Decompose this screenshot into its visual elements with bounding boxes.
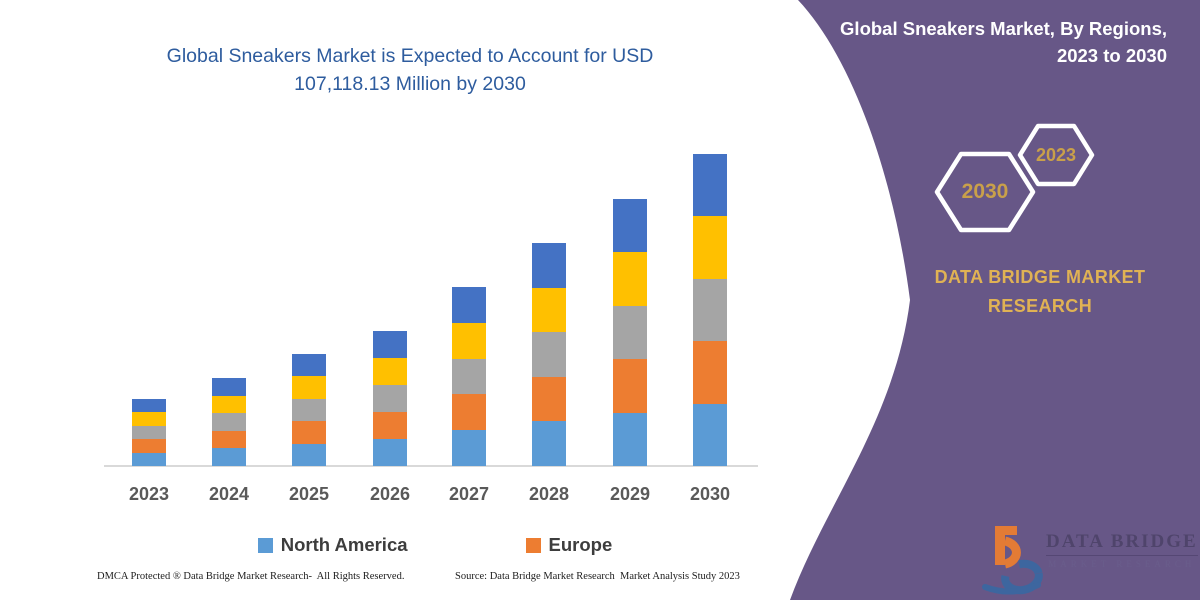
x-axis-line [104, 465, 758, 467]
logo-swoosh-tail [982, 582, 1041, 595]
bar-2026 [373, 331, 407, 466]
chart-title: Global Sneakers Market is Expected to Ac… [95, 42, 725, 98]
hexagon-2023-outline [1017, 123, 1095, 187]
bar-segment-unlabeled-gray- [452, 358, 486, 395]
bar-segment-unlabeled-dark-blue- [373, 331, 407, 358]
brand-line2: RESEARCH [987, 296, 1093, 316]
bar-segment-unlabeled-yellow- [613, 252, 647, 306]
bar-segment-unlabeled-yellow- [292, 376, 326, 399]
bar-segment-europe [532, 376, 566, 422]
bar-segment-europe [292, 421, 326, 444]
legend-swatch [525, 537, 541, 553]
x-axis-label-2027: 2027 [448, 484, 490, 504]
bar-segment-north-america [212, 448, 246, 466]
x-axis-label-2026: 2026 [369, 484, 411, 504]
chart-title-line1: Global Sneakers Market is Expected to Ac… [166, 45, 654, 67]
x-axis-label-2023: 2023 [128, 484, 170, 504]
bar-segment-europe [212, 430, 246, 449]
bar-2023 [132, 399, 166, 466]
bar-segment-unlabeled-dark-blue- [292, 354, 326, 377]
data-bridge-logo-mark [982, 526, 1043, 595]
panel-title-line1: Global Sneakers Market, By Regions, [840, 18, 1167, 39]
panel-title: Global Sneakers Market, By Regions, 2023… [747, 15, 1167, 69]
bar-segment-unlabeled-dark-blue- [693, 154, 727, 217]
bar-segment-unlabeled-gray- [132, 425, 166, 440]
bar-segment-unlabeled-yellow- [452, 322, 486, 359]
bar-segment-north-america [292, 443, 326, 466]
bar-segment-unlabeled-dark-blue- [132, 399, 166, 413]
bar-segment-europe [613, 359, 647, 413]
bar-segment-europe [693, 341, 727, 404]
logo-b-bowl [1003, 536, 1021, 569]
x-axis-label-2025: 2025 [288, 484, 330, 504]
logo-b-stem [995, 526, 1005, 565]
x-axis-label-2028: 2028 [528, 484, 570, 504]
hexagon-2023-label: 2023 [1035, 145, 1077, 165]
bar-segment-unlabeled-dark-blue- [212, 378, 246, 396]
bar-segment-europe [373, 412, 407, 439]
bar-segment-unlabeled-yellow- [693, 216, 727, 279]
x-axis-label-2030: 2030 [689, 484, 731, 504]
bar-segment-north-america [452, 430, 486, 466]
legend-item-europe: Europe [525, 534, 613, 556]
x-axis-label-2029: 2029 [609, 484, 651, 504]
bar-2030 [693, 154, 727, 466]
bar-segment-unlabeled-dark-blue- [613, 199, 647, 253]
bar-2029 [613, 199, 647, 466]
bar-segment-north-america [132, 452, 166, 466]
source-footer-text: Source: Data Bridge Market Research Mark… [455, 571, 740, 582]
legend-item-north-america: North America [257, 534, 408, 556]
bar-segment-unlabeled-yellow- [132, 412, 166, 426]
bar-segment-unlabeled-yellow- [532, 287, 566, 333]
bar-segment-unlabeled-gray- [532, 332, 566, 377]
bar-segment-europe [452, 394, 486, 431]
bar-segment-unlabeled-gray- [613, 305, 647, 360]
bar-segment-unlabeled-gray- [693, 278, 727, 342]
logo-name: DATA BRIDGE [1046, 531, 1198, 556]
bar-2024 [212, 378, 246, 466]
chart-title-line2: 107,118.13 Million by 2030 [294, 73, 526, 95]
bar-2027 [452, 287, 486, 466]
purple-panel-shape [790, 0, 1200, 600]
bar-segment-unlabeled-dark-blue- [532, 243, 566, 288]
bar-2025 [292, 354, 326, 466]
bar-segment-unlabeled-gray- [373, 385, 407, 412]
bar-segment-north-america [373, 439, 407, 466]
bar-2028 [532, 243, 566, 466]
hexagon-2030-outline [934, 151, 1036, 233]
logo-text-block: DATA BRIDGE MARKET RESEARCH [1046, 531, 1198, 569]
logo-b-flag [1003, 526, 1017, 535]
bar-segment-north-america [693, 403, 727, 466]
legend-label: North America [280, 534, 408, 555]
bar-segment-north-america [613, 412, 647, 466]
bar-segment-europe [132, 439, 166, 453]
brand-wordmark: DATA BRIDGE MARKET RESEARCH [905, 263, 1175, 321]
bar-segment-unlabeled-dark-blue- [452, 287, 486, 323]
x-axis-label-2024: 2024 [208, 484, 250, 504]
dmca-footer-text: DMCA Protected ® Data Bridge Market Rese… [97, 571, 405, 582]
bar-segment-unlabeled-gray- [292, 398, 326, 422]
bar-segment-north-america [532, 421, 566, 466]
chart-legend: North America Europe [110, 534, 760, 556]
logo-tagline: MARKET RESEARCH [1048, 559, 1196, 569]
hexagon-2030-label: 2030 [961, 180, 1009, 203]
legend-swatch [257, 537, 273, 553]
bar-segment-unlabeled-gray- [212, 413, 246, 431]
bar-segment-unlabeled-yellow- [373, 358, 407, 385]
bar-segment-unlabeled-yellow- [212, 395, 246, 414]
legend-label: Europe [548, 534, 613, 555]
panel-title-line2: 2023 to 2030 [1056, 45, 1167, 66]
brand-line1: DATA BRIDGE MARKET [934, 267, 1146, 287]
